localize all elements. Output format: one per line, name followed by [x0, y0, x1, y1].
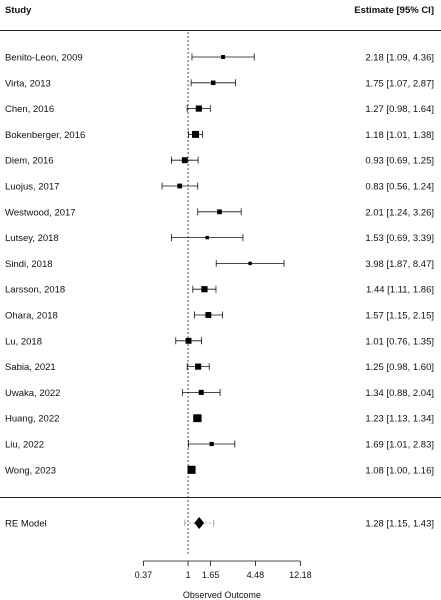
- estimate-text: 1.53 [0.69, 3.39]: [365, 233, 434, 244]
- point-estimate: [221, 55, 226, 59]
- study-label: Westwood, 2017: [5, 207, 76, 218]
- study-rows: Benito-Leon, 2009 2.18 [1.09, 4.36] Virta,…: [5, 53, 434, 477]
- point-estimate: [187, 465, 196, 474]
- estimate-text: 2.01 [1.24, 3.26]: [365, 207, 434, 218]
- tick-label: 12.18: [289, 570, 312, 580]
- tick-label: 1: [186, 570, 191, 580]
- study-row: Larsson, 2018 1.44 [1.11, 1.86]: [5, 285, 434, 296]
- estimate-text: 0.83 [0.56, 1.24]: [365, 182, 434, 193]
- study-row: Huang, 2022 1.23 [1.13, 1.34]: [5, 414, 434, 425]
- study-row: Sindi, 2018 3.98 [1.87, 8.47]: [5, 259, 434, 270]
- estimate-text: 1.08 [1.00, 1.16]: [365, 465, 434, 476]
- point-estimate: [185, 337, 192, 344]
- tick-label: 1.65: [202, 570, 220, 580]
- point-estimate: [205, 312, 212, 318]
- point-estimate: [205, 235, 209, 240]
- point-estimate: [209, 441, 214, 447]
- estimate-text: 1.69 [1.01, 2.83]: [365, 440, 434, 451]
- estimate-column-header: Estimate [95% CI]: [354, 5, 434, 16]
- study-label: Luojus, 2017: [5, 182, 59, 193]
- study-label: Lutsey, 2018: [5, 233, 59, 244]
- point-estimate: [217, 209, 222, 215]
- summary-diamond: [194, 517, 205, 529]
- point-estimate: [210, 80, 216, 86]
- study-label: Huang, 2022: [5, 414, 59, 425]
- estimate-text: 1.75 [1.07, 2.87]: [365, 78, 434, 89]
- summary-estimate-text: 1.28 [1.15, 1.43]: [365, 519, 434, 530]
- tick-label: 4.48: [247, 570, 265, 580]
- estimate-text: 0.93 [0.69, 1.25]: [365, 156, 434, 167]
- study-label: Sabia, 2021: [5, 362, 56, 373]
- estimate-text: 1.25 [0.98, 1.60]: [365, 362, 434, 373]
- point-estimate: [177, 183, 183, 189]
- estimate-text: 1.27 [0.98, 1.64]: [365, 104, 434, 115]
- study-row: Westwood, 2017 2.01 [1.24, 3.26]: [5, 207, 434, 218]
- study-label: Virta, 2013: [5, 78, 51, 89]
- study-column-header: Study: [5, 5, 32, 16]
- study-label: Wong, 2023: [5, 465, 56, 476]
- study-row: Liu, 2022 1.69 [1.01, 2.83]: [5, 440, 434, 451]
- estimate-text: 1.23 [1.13, 1.34]: [365, 414, 434, 425]
- summary-row: RE Model 1.28 [1.15, 1.43]: [5, 517, 434, 530]
- study-row: Uwaka, 2022 1.34 [0.88, 2.04]: [5, 388, 434, 399]
- study-row: Bokenberger, 2016 1.18 [1.01, 1.38]: [5, 130, 434, 141]
- estimate-text: 2.18 [1.09, 4.36]: [365, 53, 434, 64]
- study-label: Lu, 2018: [5, 336, 42, 347]
- study-row: Diem, 2016 0.93 [0.69, 1.25]: [5, 156, 434, 167]
- estimate-text: 1.01 [0.76, 1.35]: [365, 336, 434, 347]
- point-estimate: [198, 389, 204, 395]
- study-row: Chen, 2016 1.27 [0.98, 1.64]: [5, 104, 434, 115]
- study-label: Liu, 2022: [5, 440, 44, 451]
- study-row: Luojus, 2017 0.83 [0.56, 1.24]: [5, 182, 434, 193]
- study-label: Bokenberger, 2016: [5, 130, 85, 141]
- study-row: Benito-Leon, 2009 2.18 [1.09, 4.36]: [5, 53, 434, 64]
- summary-label: RE Model: [5, 519, 47, 530]
- point-estimate: [201, 286, 208, 293]
- point-estimate: [193, 414, 202, 423]
- point-estimate: [195, 105, 202, 112]
- estimate-text: 1.18 [1.01, 1.38]: [365, 130, 434, 141]
- point-estimate: [195, 363, 202, 370]
- study-label: Uwaka, 2022: [5, 388, 60, 399]
- study-row: Virta, 2013 1.75 [1.07, 2.87]: [5, 78, 434, 89]
- point-estimate: [181, 157, 188, 164]
- study-row: Ohara, 2018 1.57 [1.15, 2.15]: [5, 311, 434, 322]
- point-estimate: [192, 130, 200, 138]
- tick-label: 0.37: [135, 570, 153, 580]
- study-label: Sindi, 2018: [5, 259, 53, 270]
- study-label: Chen, 2016: [5, 104, 54, 115]
- study-label: Larsson, 2018: [5, 285, 65, 296]
- study-row: Lutsey, 2018 1.53 [0.69, 3.39]: [5, 233, 434, 244]
- study-label: Diem, 2016: [5, 156, 54, 167]
- estimate-text: 1.57 [1.15, 2.15]: [365, 311, 434, 322]
- x-axis: 0.37 1 1.65 4.48 12.18: [135, 560, 312, 580]
- study-row: Sabia, 2021 1.25 [0.98, 1.60]: [5, 362, 434, 373]
- estimate-text: 1.44 [1.11, 1.86]: [366, 285, 434, 296]
- point-estimate: [248, 261, 252, 266]
- study-label: Ohara, 2018: [5, 311, 58, 322]
- estimate-text: 1.34 [0.88, 2.04]: [365, 388, 434, 399]
- x-axis-label: Observed Outcome: [183, 590, 261, 600]
- study-row: Wong, 2023 1.08 [1.00, 1.16]: [5, 465, 434, 476]
- study-label: Benito-Leon, 2009: [5, 53, 83, 64]
- estimate-text: 3.98 [1.87, 8.47]: [365, 259, 434, 270]
- study-row: Lu, 2018 1.01 [0.76, 1.35]: [5, 336, 434, 347]
